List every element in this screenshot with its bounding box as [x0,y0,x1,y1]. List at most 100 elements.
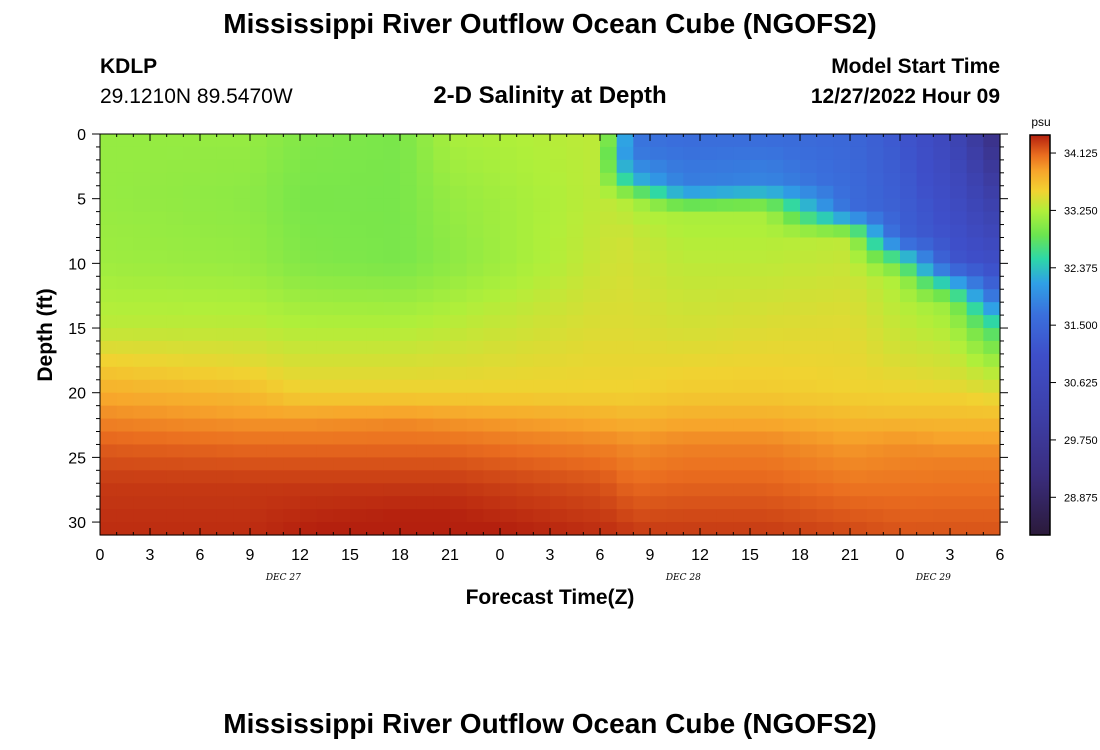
heatmap-cell [833,146,851,161]
heatmap-cell [616,522,634,536]
heatmap-cell [583,418,601,433]
heatmap-cell [250,185,268,200]
heatmap-cell [733,224,751,239]
heatmap-cell [733,198,751,213]
heatmap-cell [500,185,518,200]
heatmap-cell [683,146,701,161]
heatmap-cell [450,379,468,394]
heatmap-cell [700,289,718,303]
heatmap-cell [233,146,251,161]
heatmap-cell [183,418,201,433]
heatmap-cell [900,522,918,536]
heatmap-cell [116,392,134,407]
heatmap-cell [683,522,701,536]
heatmap-cell [166,250,184,264]
heatmap-cell [166,276,184,290]
heatmap-cell [966,237,984,252]
heatmap-cell [300,483,318,497]
heatmap-cell [750,159,768,174]
heatmap-cell [133,237,151,252]
heatmap-cell [583,263,601,277]
heatmap-cell [466,250,484,264]
heatmap-cell [450,224,468,239]
heatmap-cell [283,198,301,213]
heatmap-cell [650,418,668,433]
heatmap-cell [716,366,734,381]
heatmap-cell [716,340,734,355]
heatmap-cell [900,392,918,407]
heatmap-cell [650,134,668,148]
heatmap-cell [316,509,334,523]
heatmap-cell [733,159,751,174]
heatmap-cell [216,431,234,446]
heatmap-cell [516,483,534,497]
heatmap-cell [333,522,351,536]
heatmap-cell [733,353,751,368]
heatmap-cell [300,276,318,290]
heatmap-cell [783,315,801,329]
heatmap-cell [333,379,351,394]
heatmap-cell [416,224,434,239]
heatmap-cell [400,522,418,536]
heatmap-cell [900,159,918,174]
heatmap-cell [833,289,851,303]
heatmap-cell [950,392,968,407]
heatmap-cell [700,496,718,510]
heatmap-cell [883,211,901,226]
heatmap-cell [400,134,418,148]
heatmap-cell [316,379,334,394]
heatmap-cell [833,366,851,381]
heatmap-cell [366,146,384,161]
heatmap-cell [333,276,351,290]
heatmap-cell [416,134,434,148]
heatmap-cell [133,509,151,523]
heatmap-cell [633,250,651,264]
heatmap-cell [933,289,951,303]
heatmap-cell [550,496,568,510]
heatmap-cell [883,444,901,458]
heatmap-cell [316,302,334,316]
heatmap-cell [616,392,634,407]
heatmap-cell [766,185,784,200]
heatmap-cell [316,276,334,290]
heatmap-cell [683,509,701,523]
heatmap-cell [183,315,201,329]
colorbar-unit: psu [1031,115,1050,129]
heatmap-cell [900,483,918,497]
heatmap-cell [900,237,918,252]
heatmap-cell [316,444,334,458]
heatmap-cell [650,276,668,290]
heatmap-cell [950,483,968,497]
heatmap-cell [600,431,618,446]
heatmap-cell [100,146,118,161]
heatmap-cell [566,211,584,226]
heatmap-cell [966,379,984,394]
heatmap-cell [366,457,384,471]
heatmap-cell [666,444,684,458]
heatmap-cell [450,366,468,381]
heatmap-cell [600,172,618,187]
heatmap-cell [366,444,384,458]
heatmap-cell [866,444,884,458]
heatmap-cell [950,134,968,148]
heatmap-cell [933,328,951,342]
heatmap-cell [600,470,618,484]
heatmap-cell [366,159,384,174]
heatmap-cell [133,457,151,471]
heatmap-cell [783,224,801,239]
heatmap-cell [916,237,934,252]
heatmap-cell [283,276,301,290]
heatmap-cell [750,289,768,303]
heatmap-cell [533,379,551,394]
heatmap-cell [950,276,968,290]
heatmap-cell [466,483,484,497]
heatmap-cell [116,470,134,484]
heatmap-cell [316,405,334,420]
heatmap-cell [200,418,218,433]
heatmap-cell [283,185,301,200]
heatmap-cell [350,418,368,433]
heatmap-cell [333,172,351,187]
heatmap-cell [566,444,584,458]
heatmap-cell [933,146,951,161]
heatmap-cell [266,134,284,148]
